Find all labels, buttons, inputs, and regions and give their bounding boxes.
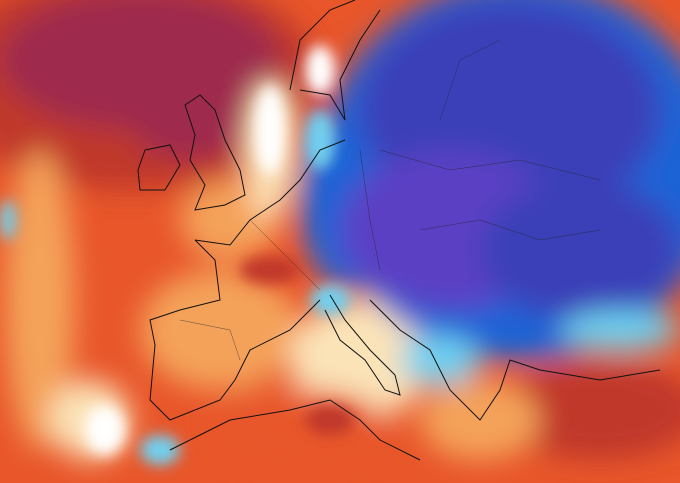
coast-balkans	[369, 299, 661, 421]
coastlines	[137, 0, 661, 461]
detail-fields	[0, 45, 355, 465]
coast-scandinavia	[289, 0, 381, 121]
heat-fields	[0, 0, 680, 470]
coast-british-isles	[184, 94, 246, 211]
coast-italy	[324, 294, 401, 396]
coast-continent	[149, 139, 346, 421]
coast-north-africa	[169, 399, 421, 461]
coast-ireland	[137, 144, 181, 191]
borders	[179, 39, 601, 361]
